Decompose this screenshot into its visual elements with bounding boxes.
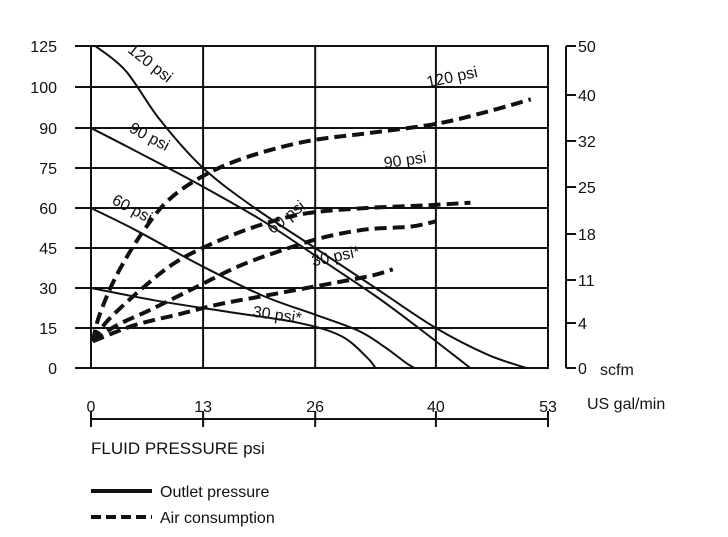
y-left-tick-label: 75 [39, 161, 57, 178]
right-axis-unit: scfm [600, 362, 634, 379]
y-left-tick-label: 90 [39, 121, 57, 138]
air-label-90-psi: 90 psi [383, 149, 428, 172]
legend: Outlet pressure Air consumption [91, 484, 275, 527]
outlet-label-30-psi: 30 psi* [252, 304, 303, 328]
x-tick-label: 0 [87, 399, 96, 416]
air-label-60-psi: 60 psi [264, 198, 308, 238]
x-tick-label: 26 [306, 399, 324, 416]
outlet-curve-120-psi [94, 45, 527, 369]
x-tick-label: 13 [194, 399, 212, 416]
y-right-tick-label: 25 [578, 180, 596, 197]
x-tick-label: 40 [427, 399, 445, 416]
y-left-tick-label: 45 [39, 241, 57, 258]
air-curve-30-psi [91, 267, 394, 344]
outlet-label-60-psi: 60 psi [109, 192, 155, 227]
outlet-curve-30-psi [90, 287, 377, 369]
outlet-curve-90-psi [90, 127, 472, 369]
y-left-tick-label: 30 [39, 281, 57, 298]
y-left-tick-label: 0 [48, 361, 57, 378]
x-axis-unit: US gal/min [587, 396, 665, 413]
y-left-tick-label: 15 [39, 321, 57, 338]
y-right-tick-label: 32 [578, 134, 596, 151]
y-right-tick-label: 11 [578, 273, 595, 290]
x-tick-label: 53 [539, 399, 557, 416]
right-y-axis: 0 4 11 18 25 32 40 50 [565, 39, 596, 378]
y-left-tick-label: 100 [30, 80, 57, 97]
y-right-tick-label: 18 [578, 227, 596, 244]
left-y-axis: 0 15 30 45 60 75 90 100 125 [30, 39, 91, 378]
y-right-tick-label: 4 [578, 316, 587, 333]
air-curve-90-psi [91, 200, 471, 343]
air-consumption-curves [90, 97, 532, 344]
x-axis-title: FLUID PRESSURE psi [91, 439, 265, 458]
air-curve-60-psi [91, 219, 437, 343]
y-right-tick-label: 50 [578, 39, 596, 56]
outlet-curve-60-psi [90, 207, 415, 369]
y-left-tick-label: 125 [30, 39, 57, 56]
y-right-tick-label: 0 [578, 361, 587, 378]
x-axis: 0 13 26 40 53 [87, 399, 557, 427]
legend-outlet-pressure: Outlet pressure [160, 484, 269, 501]
legend-air-consumption: Air consumption [160, 510, 275, 527]
y-right-tick-label: 40 [578, 88, 596, 105]
outlet-pressure-curves [90, 45, 527, 369]
y-left-tick-label: 60 [39, 201, 57, 218]
